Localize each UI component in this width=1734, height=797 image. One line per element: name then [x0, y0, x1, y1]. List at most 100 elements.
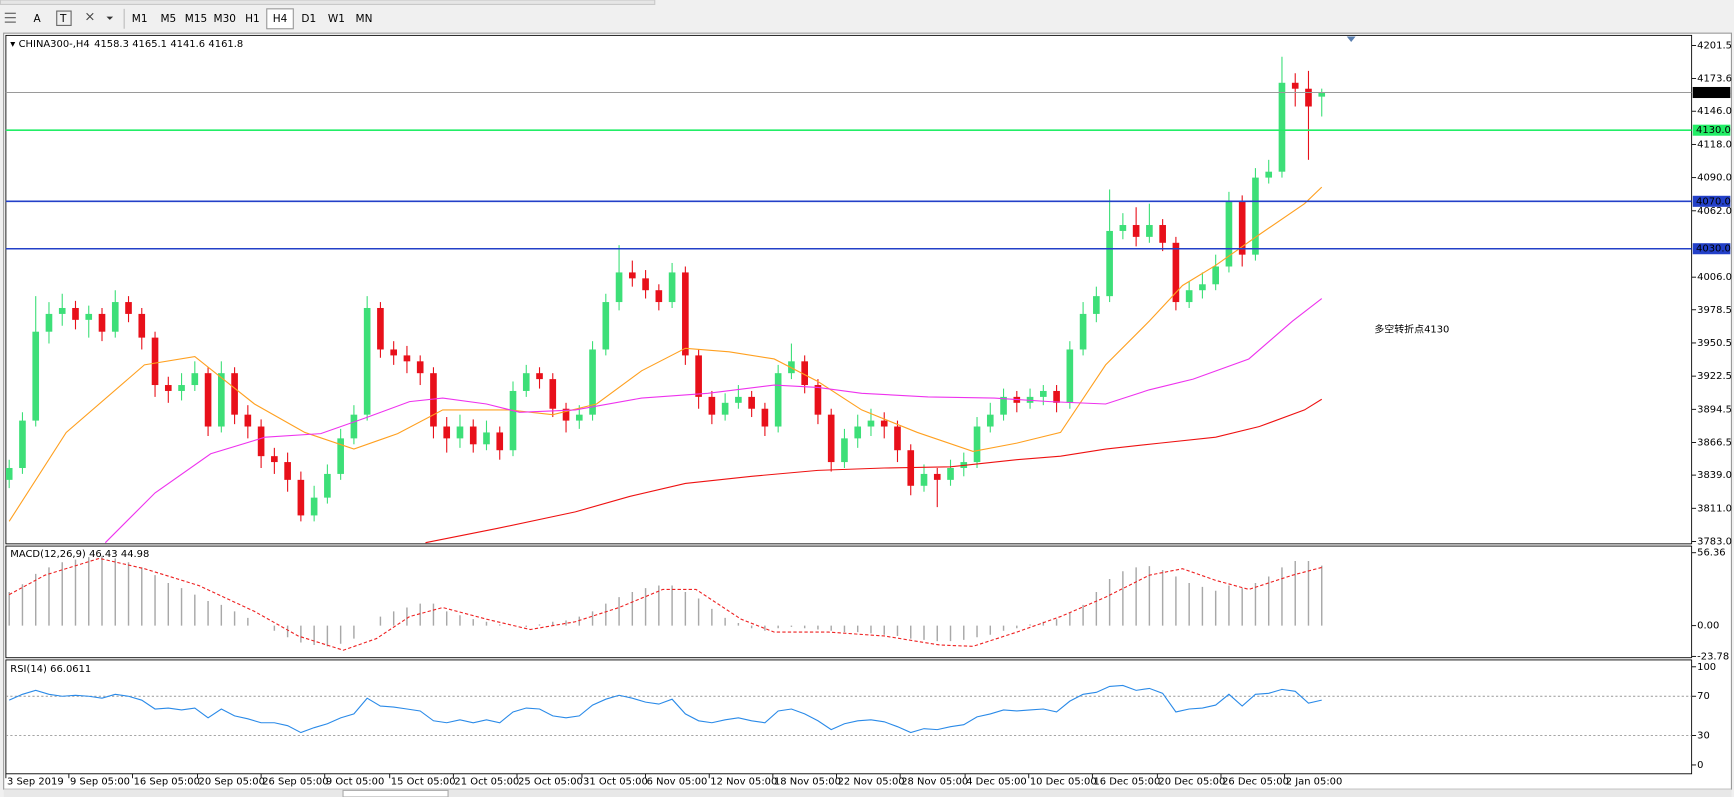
timeframe-button[interactable]: M5	[161, 13, 177, 25]
candle-body	[894, 426, 901, 451]
y-tick-label: 4062.0	[1697, 206, 1732, 217]
y-tick-label: 3866.5	[1697, 438, 1732, 449]
level-label: 4030.0	[1696, 244, 1731, 255]
x-tick-label: 6 Nov 05:00	[647, 777, 708, 788]
candle-body	[324, 473, 331, 498]
candle-body	[1305, 88, 1312, 107]
toolbar-bg	[0, 5, 382, 33]
timeframe-button[interactable]: H1	[245, 13, 260, 25]
candle-body	[814, 385, 822, 415]
y-tick-label: 100	[1697, 662, 1716, 673]
rsi-line	[8, 684, 1322, 734]
macd-plot	[8, 555, 1323, 651]
candle-body	[801, 361, 808, 386]
last-price-label: 4161.8	[1696, 88, 1731, 99]
candle-body	[32, 331, 40, 421]
timeframe-button[interactable]: D1	[301, 13, 316, 25]
candle-body	[363, 307, 371, 415]
candle-body	[920, 473, 928, 486]
signal-line	[8, 557, 1322, 651]
macd-header: MACD(12,26,9) 46.43 44.98	[10, 549, 149, 560]
candle-body	[1212, 266, 1219, 285]
candle-body	[164, 385, 172, 391]
candle-body	[416, 361, 424, 374]
candle-body	[854, 426, 862, 439]
y-tick-label: 56.36	[1697, 548, 1725, 559]
candle-body	[1000, 396, 1007, 415]
candle-body	[509, 390, 517, 451]
last-low: 4141.6	[170, 39, 205, 50]
timeframe-button[interactable]: M30	[214, 13, 236, 25]
x-tick-label: 15 Oct 05:00	[391, 777, 456, 788]
y-tick-label: 0	[1697, 760, 1703, 771]
y-tick-label: 70	[1697, 691, 1710, 702]
candle-body	[562, 408, 570, 421]
candle-body	[986, 414, 994, 427]
x-tick-label: 31 Oct 05:00	[583, 777, 648, 788]
timeframe-button[interactable]: W1	[328, 13, 345, 25]
timeframe-button[interactable]: H4	[273, 13, 288, 25]
candle-body	[549, 379, 557, 409]
x-tick-label: 20 Sep 05:00	[199, 777, 265, 788]
candle-body	[85, 313, 93, 320]
x-tick-label: 18 Nov 05:00	[774, 777, 841, 788]
candle-body	[1199, 284, 1206, 291]
candle-body	[231, 373, 238, 415]
x-tick-label: 28 Nov 05:00	[901, 777, 968, 788]
candle-body	[615, 272, 623, 303]
text-tool[interactable]: A	[34, 13, 42, 25]
candle-body	[1132, 225, 1140, 237]
annotation: 多空转折点4130	[1374, 322, 1449, 335]
x-tick-label: 16 Dec 05:00	[1093, 777, 1160, 788]
timeframe-button[interactable]: M15	[185, 13, 207, 25]
last-open: 4158.3	[94, 39, 129, 50]
y-tick-label: 3922.5	[1697, 371, 1732, 382]
y-tick-label: 3894.5	[1697, 404, 1732, 415]
x-tick-label: 16 Sep 05:00	[134, 777, 200, 788]
last-price-box	[1692, 86, 1731, 99]
x-tick-label: 20 Dec 05:00	[1158, 777, 1225, 788]
y-tick-label: -23.78	[1697, 651, 1729, 662]
x-tick-label: 26 Sep 05:00	[262, 777, 328, 788]
toolbar: A T M1 M5 M15 M30 H1 H4 D1 W1 MN	[0, 0, 656, 33]
shapes-tool[interactable]	[86, 12, 114, 21]
price-plot	[5, 56, 1326, 544]
candle-body	[98, 313, 106, 332]
candle-body	[1225, 201, 1233, 267]
timeframe-button[interactable]: M1	[132, 13, 148, 25]
active-timeframe-box	[266, 8, 294, 30]
candle-body	[1066, 349, 1074, 403]
candle-body	[271, 456, 278, 463]
y-tick-label: 3783.0	[1697, 536, 1732, 547]
menu-icon[interactable]	[4, 12, 16, 23]
candle-body	[350, 414, 358, 439]
candle-body	[602, 302, 610, 350]
candle-body	[337, 438, 344, 474]
candle-body	[668, 272, 676, 303]
candle-body	[536, 373, 543, 380]
candle-body	[735, 396, 742, 403]
label-tool[interactable]: T	[59, 13, 67, 25]
macd-last: 46.43	[89, 549, 117, 560]
candle-body	[58, 307, 66, 314]
x-tick-label: 4 Dec 05:00	[966, 777, 1027, 788]
y-tick-label: 4090.0	[1697, 173, 1732, 184]
y-tick-label: 4173.6	[1697, 74, 1732, 85]
candle-body	[218, 373, 225, 427]
x-tick-label: 2 Jan 05:00	[1286, 777, 1343, 788]
candle-body	[390, 349, 397, 356]
macd-title: MACD(12,26,9)	[10, 549, 86, 560]
candle-body	[1278, 82, 1286, 172]
price-panel	[5, 34, 1693, 545]
candle-body	[708, 396, 716, 415]
timeframe-button[interactable]: MN	[356, 13, 373, 25]
x-tick-label: 22 Nov 05:00	[838, 777, 905, 788]
active-tab[interactable]	[342, 789, 449, 797]
candle-body	[19, 420, 26, 469]
candle-body	[178, 385, 185, 391]
candle-body	[1079, 313, 1087, 350]
candle-body	[45, 313, 53, 332]
candle-body	[284, 462, 291, 480]
candle-body	[138, 313, 146, 338]
candle-body	[1093, 296, 1100, 314]
